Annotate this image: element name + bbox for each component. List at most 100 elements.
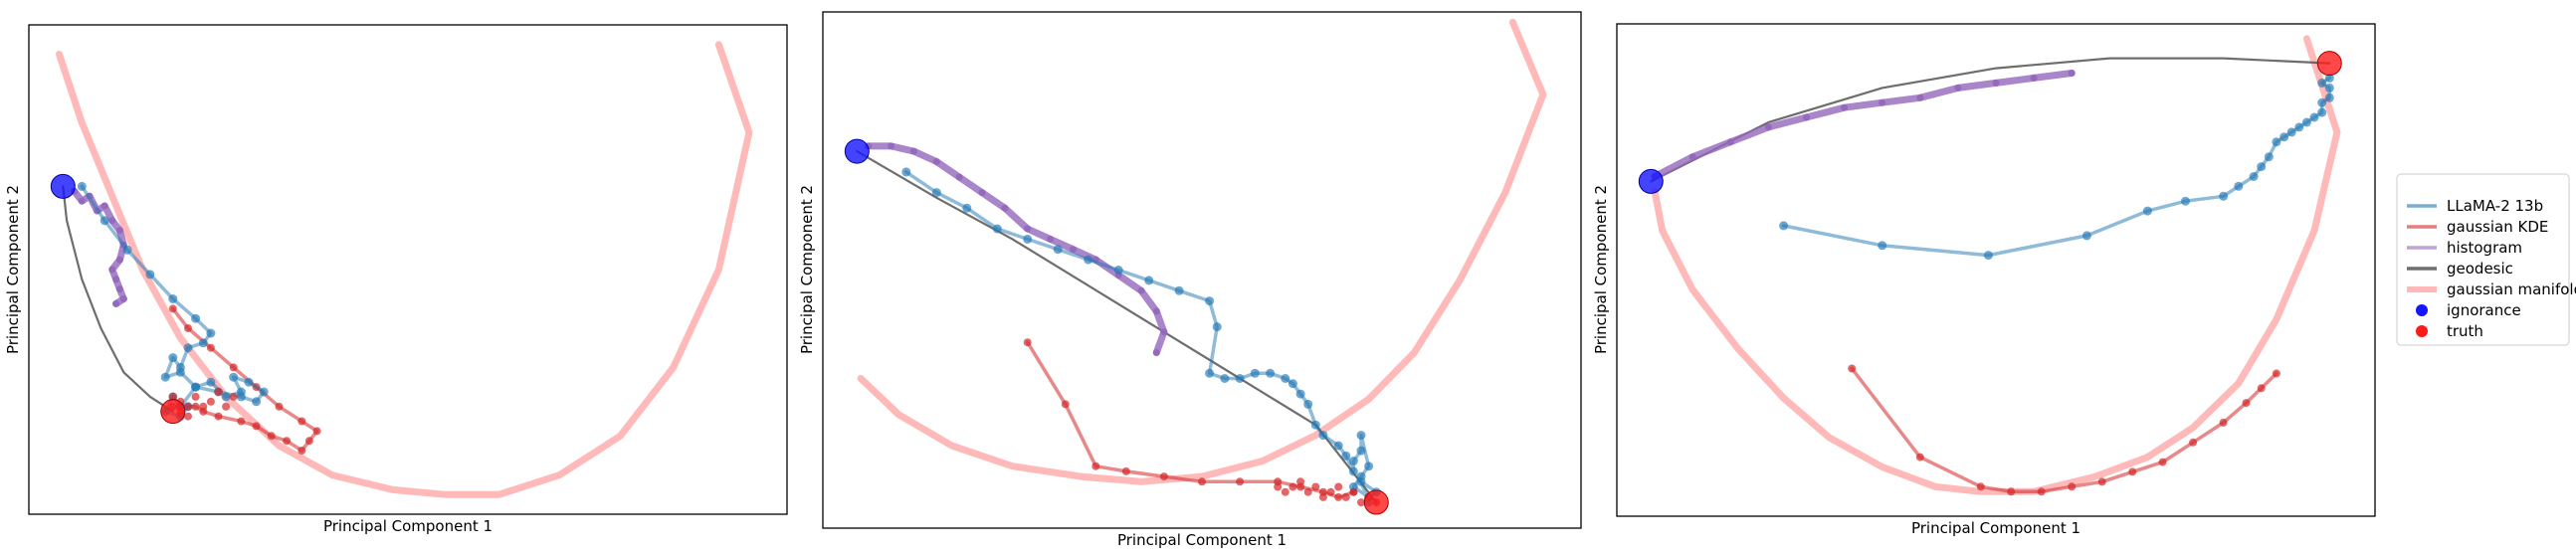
- kde-point: [1341, 492, 1350, 501]
- histogram-point: [1916, 93, 1924, 101]
- llama-point: [2317, 107, 2327, 117]
- legend-label: truth: [2447, 322, 2483, 340]
- llama-point: [1878, 241, 1887, 251]
- histogram-point: [100, 202, 108, 210]
- y-axis-label: Principal Component 2: [1592, 185, 1610, 354]
- legend-item-ignorance: ignorance: [2416, 301, 2521, 319]
- series-layer: [1638, 35, 2342, 496]
- llama-point: [1053, 245, 1063, 255]
- kde-point: [1159, 472, 1168, 481]
- llama-point: [168, 294, 178, 303]
- histogram-series-line: [1651, 70, 2076, 180]
- x-axis-label: Principal Component 1: [323, 517, 493, 535]
- kde-point: [168, 304, 177, 313]
- kde-point: [1311, 482, 1320, 491]
- kde-point: [304, 437, 313, 446]
- kde-point: [1274, 482, 1283, 491]
- llama-point: [2272, 137, 2281, 147]
- histogram-point: [1803, 113, 1810, 121]
- llama-point: [2219, 191, 2229, 201]
- llama-point: [1348, 466, 1358, 476]
- llama-point: [2279, 132, 2289, 142]
- kde-point: [1357, 498, 1365, 507]
- plot-frame: [28, 24, 788, 515]
- geodesic-series-line: [856, 150, 1378, 504]
- histogram-point: [119, 295, 127, 302]
- kde-point: [2219, 418, 2228, 427]
- kde-point: [1334, 492, 1343, 501]
- y-axis-label: Principal Component 2: [4, 185, 22, 354]
- histogram-point: [115, 256, 123, 264]
- llama-point: [2324, 93, 2334, 102]
- llama-point: [2301, 117, 2311, 127]
- kde-point: [267, 432, 276, 441]
- kde-point: [1303, 487, 1312, 496]
- kde-point: [199, 402, 208, 411]
- llama-point: [1348, 457, 1358, 465]
- manifold-series-line: [56, 41, 753, 498]
- legend-label: ignorance: [2447, 301, 2521, 319]
- llama-point: [1205, 368, 1215, 378]
- series-layer: [844, 18, 1547, 515]
- histogram-point: [1024, 225, 1032, 233]
- histogram-point: [112, 276, 120, 283]
- llama-point: [1174, 285, 1184, 295]
- y-axis-label: Principal Component 2: [798, 185, 816, 354]
- histogram-series-line: [865, 142, 1168, 356]
- llama-point: [236, 392, 246, 402]
- histogram-point: [1954, 84, 1962, 92]
- llama-point: [1212, 322, 1222, 332]
- llama-point: [191, 382, 201, 392]
- kde-point: [1121, 466, 1130, 475]
- llama-point: [183, 343, 193, 353]
- llama-point: [1303, 399, 1313, 409]
- llama-point: [198, 338, 208, 348]
- legend-label: LLaMA-2 13b: [2447, 197, 2543, 215]
- llama-point: [160, 372, 170, 382]
- geodesic-series-line: [62, 185, 174, 413]
- llama-point: [191, 313, 201, 323]
- ignorance-legend-swatch: [2416, 304, 2428, 316]
- llama-point: [2294, 122, 2304, 132]
- subplot-1: Principal Component 1 Principal Componen…: [4, 24, 788, 535]
- histogram-point: [1764, 123, 1772, 131]
- llama-point: [2234, 181, 2244, 191]
- histogram-point: [78, 197, 86, 205]
- truth-marker: [1363, 489, 1389, 515]
- llama-point: [2264, 152, 2274, 162]
- llama-point: [1205, 296, 1215, 306]
- kde-point: [1334, 482, 1343, 491]
- llama-point: [1310, 420, 1320, 430]
- kde-point: [2128, 467, 2137, 476]
- histogram-point: [115, 227, 123, 235]
- llama-point: [2324, 83, 2334, 93]
- llama-point: [1266, 368, 1276, 378]
- kde-point: [191, 402, 200, 411]
- llama-point: [1144, 276, 1154, 285]
- kde-point: [1349, 487, 1358, 496]
- histogram-point: [1001, 204, 1009, 212]
- legend-frame: [2396, 173, 2570, 346]
- kde-point: [2257, 384, 2266, 393]
- kde-point: [312, 427, 321, 436]
- llama-point: [77, 181, 87, 191]
- llama-point: [1341, 451, 1351, 461]
- kde-point: [184, 324, 192, 332]
- ignorance-marker: [1638, 168, 1664, 194]
- histogram-point: [1152, 307, 1160, 315]
- llama-point: [206, 377, 216, 387]
- kde-point: [1198, 477, 1206, 486]
- llama-point: [252, 397, 262, 407]
- legend: LLaMA-2 13b gaussian KDE histogram geodesic…: [2396, 173, 2576, 346]
- llama-point: [168, 353, 178, 363]
- kde-point: [1318, 492, 1327, 501]
- kde-point: [206, 397, 215, 406]
- llama-point: [2324, 73, 2334, 83]
- histogram-point: [2030, 74, 2038, 82]
- histogram-point: [1047, 235, 1055, 243]
- kde-point: [214, 412, 223, 421]
- histogram-point: [909, 147, 917, 155]
- histogram-point: [1726, 138, 1734, 146]
- llama-point: [1779, 221, 1789, 231]
